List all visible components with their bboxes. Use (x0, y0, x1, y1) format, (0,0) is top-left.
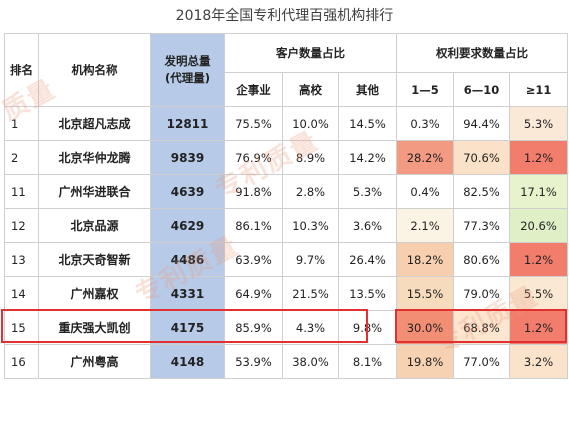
cell-org: 北京品源 (38, 208, 151, 243)
header-client-group: 客户数量占比 (223, 33, 398, 73)
cell-invention: 4175 (150, 310, 225, 345)
cell-client-university: 21.5% (282, 276, 339, 311)
cell-rank: 1 (4, 106, 39, 141)
table-row: 13 北京天奇智新 4486 63.9% 9.7% 26.4% 18.2% 80.6% 1.2% (4, 242, 569, 277)
table-row: 1 北京超凡志成 12811 75.5% 10.0% 14.5% 0.3% 94.4% 5.3% (4, 106, 569, 141)
cell-invention: 9839 (150, 140, 225, 175)
header-client-col: 其他 (337, 72, 398, 107)
cell-org: 广州嘉权 (38, 276, 151, 311)
cell-org: 北京超凡志成 (38, 106, 151, 141)
cell-claims-11plus: 3.2% (509, 344, 569, 379)
cell-claims-11plus: 17.1% (509, 174, 569, 209)
cell-claims-1-5: 30.0% (396, 310, 455, 345)
header-rank: 排名 (4, 33, 39, 107)
table-body: 1 北京超凡志成 12811 75.5% 10.0% 14.5% 0.3% 94.4% 5.3%… (4, 106, 569, 379)
table-row: 2 北京华仲龙腾 9839 76.9% 8.9% 14.2% 28.2% 70.6% 1.2% (4, 140, 569, 175)
cell-invention: 4486 (150, 242, 225, 277)
cell-claims-11plus: 5.5% (509, 276, 569, 311)
cell-claims-6-10: 77.0% (453, 344, 511, 379)
ranking-table-wrapper: 排名 机构名称 发明总量 (代理量) 客户数量占比 权利要求数量占比 企事业 高… (4, 33, 569, 379)
cell-claims-11plus: 1.2% (509, 310, 569, 345)
cell-invention: 4629 (150, 208, 225, 243)
cell-claims-6-10: 70.6% (453, 140, 511, 175)
cell-client-enterprise: 75.5% (224, 106, 283, 141)
table-row: 12 北京品源 4629 86.1% 10.3% 3.6% 2.1% 77.3% 20.6% (4, 208, 569, 243)
cell-client-enterprise: 91.8% (224, 174, 283, 209)
cell-client-enterprise: 64.9% (224, 276, 283, 311)
header-claims-col: 1—5 (396, 72, 455, 107)
header-org: 机构名称 (38, 33, 151, 107)
table-row: 15 重庆强大凯创 4175 85.9% 4.3% 9.8% 30.0% 68.8% 1.2% (4, 310, 569, 345)
cell-client-university: 10.0% (282, 106, 339, 141)
cell-client-enterprise: 76.9% (224, 140, 283, 175)
cell-invention: 12811 (150, 106, 225, 141)
cell-claims-1-5: 2.1% (396, 208, 455, 243)
cell-claims-1-5: 19.8% (396, 344, 455, 379)
cell-claims-6-10: 94.4% (453, 106, 511, 141)
cell-claims-1-5: 0.4% (396, 174, 455, 209)
cell-claims-6-10: 79.0% (453, 276, 511, 311)
cell-client-university: 8.9% (282, 140, 339, 175)
cell-client-other: 14.2% (337, 140, 398, 175)
cell-client-enterprise: 85.9% (224, 310, 283, 345)
cell-org: 广州粤高 (38, 344, 151, 379)
cell-client-university: 4.3% (282, 310, 339, 345)
cell-rank: 16 (4, 344, 39, 379)
cell-org: 北京天奇智新 (38, 242, 151, 277)
header-client-col: 高校 (282, 72, 339, 107)
cell-claims-6-10: 82.5% (453, 174, 511, 209)
cell-invention: 4331 (150, 276, 225, 311)
cell-claims-6-10: 77.3% (453, 208, 511, 243)
cell-org: 重庆强大凯创 (38, 310, 151, 345)
cell-claims-6-10: 68.8% (453, 310, 511, 345)
header-claims-col: ≥11 (509, 72, 569, 107)
cell-rank: 14 (4, 276, 39, 311)
cell-org: 广州华进联合 (38, 174, 151, 209)
table-row: 16 广州粤高 4148 53.9% 38.0% 8.1% 19.8% 77.0% 3.2% (4, 344, 569, 379)
cell-client-other: 3.6% (337, 208, 398, 243)
header-claims-col: 6—10 (453, 72, 511, 107)
cell-client-university: 2.8% (282, 174, 339, 209)
cell-client-enterprise: 63.9% (224, 242, 283, 277)
cell-claims-11plus: 1.2% (509, 242, 569, 277)
cell-rank: 2 (4, 140, 39, 175)
cell-claims-11plus: 5.3% (509, 106, 569, 141)
cell-client-enterprise: 53.9% (224, 344, 283, 379)
cell-rank: 13 (4, 242, 39, 277)
cell-rank: 12 (4, 208, 39, 243)
cell-client-university: 10.3% (282, 208, 339, 243)
cell-client-other: 8.1% (337, 344, 398, 379)
header-claims-group: 权利要求数量占比 (396, 33, 569, 73)
cell-claims-6-10: 80.6% (453, 242, 511, 277)
cell-client-other: 9.8% (337, 310, 398, 345)
cell-claims-11plus: 1.2% (509, 140, 569, 175)
cell-client-university: 38.0% (282, 344, 339, 379)
cell-invention: 4148 (150, 344, 225, 379)
header-invention-line2: (代理量) (164, 71, 210, 85)
header-invention: 发明总量 (代理量) (150, 33, 225, 107)
cell-client-other: 26.4% (337, 242, 398, 277)
cell-client-other: 5.3% (337, 174, 398, 209)
cell-claims-11plus: 20.6% (509, 208, 569, 243)
cell-claims-1-5: 15.5% (396, 276, 455, 311)
page-title: 2018年全国专利代理百强机构排行 (175, 8, 394, 24)
cell-client-other: 13.5% (337, 276, 398, 311)
cell-rank: 11 (4, 174, 39, 209)
cell-rank: 15 (4, 310, 39, 345)
cell-claims-1-5: 18.2% (396, 242, 455, 277)
table-row: 11 广州华进联合 4639 91.8% 2.8% 5.3% 0.4% 82.5% 17.1% (4, 174, 569, 209)
cell-org: 北京华仲龙腾 (38, 140, 151, 175)
cell-claims-1-5: 0.3% (396, 106, 455, 141)
header-client-col: 企事业 (224, 72, 283, 107)
cell-invention: 4639 (150, 174, 225, 209)
cell-client-enterprise: 86.1% (224, 208, 283, 243)
cell-client-other: 14.5% (337, 106, 398, 141)
cell-client-university: 9.7% (282, 242, 339, 277)
cell-claims-1-5: 28.2% (396, 140, 455, 175)
header-invention-line1: 发明总量 (164, 54, 211, 68)
ranking-table: 排名 机构名称 发明总量 (代理量) 客户数量占比 权利要求数量占比 企事业 高… (4, 33, 569, 379)
table-row: 14 广州嘉权 4331 64.9% 21.5% 13.5% 15.5% 79.0% 5.5% (4, 276, 569, 311)
